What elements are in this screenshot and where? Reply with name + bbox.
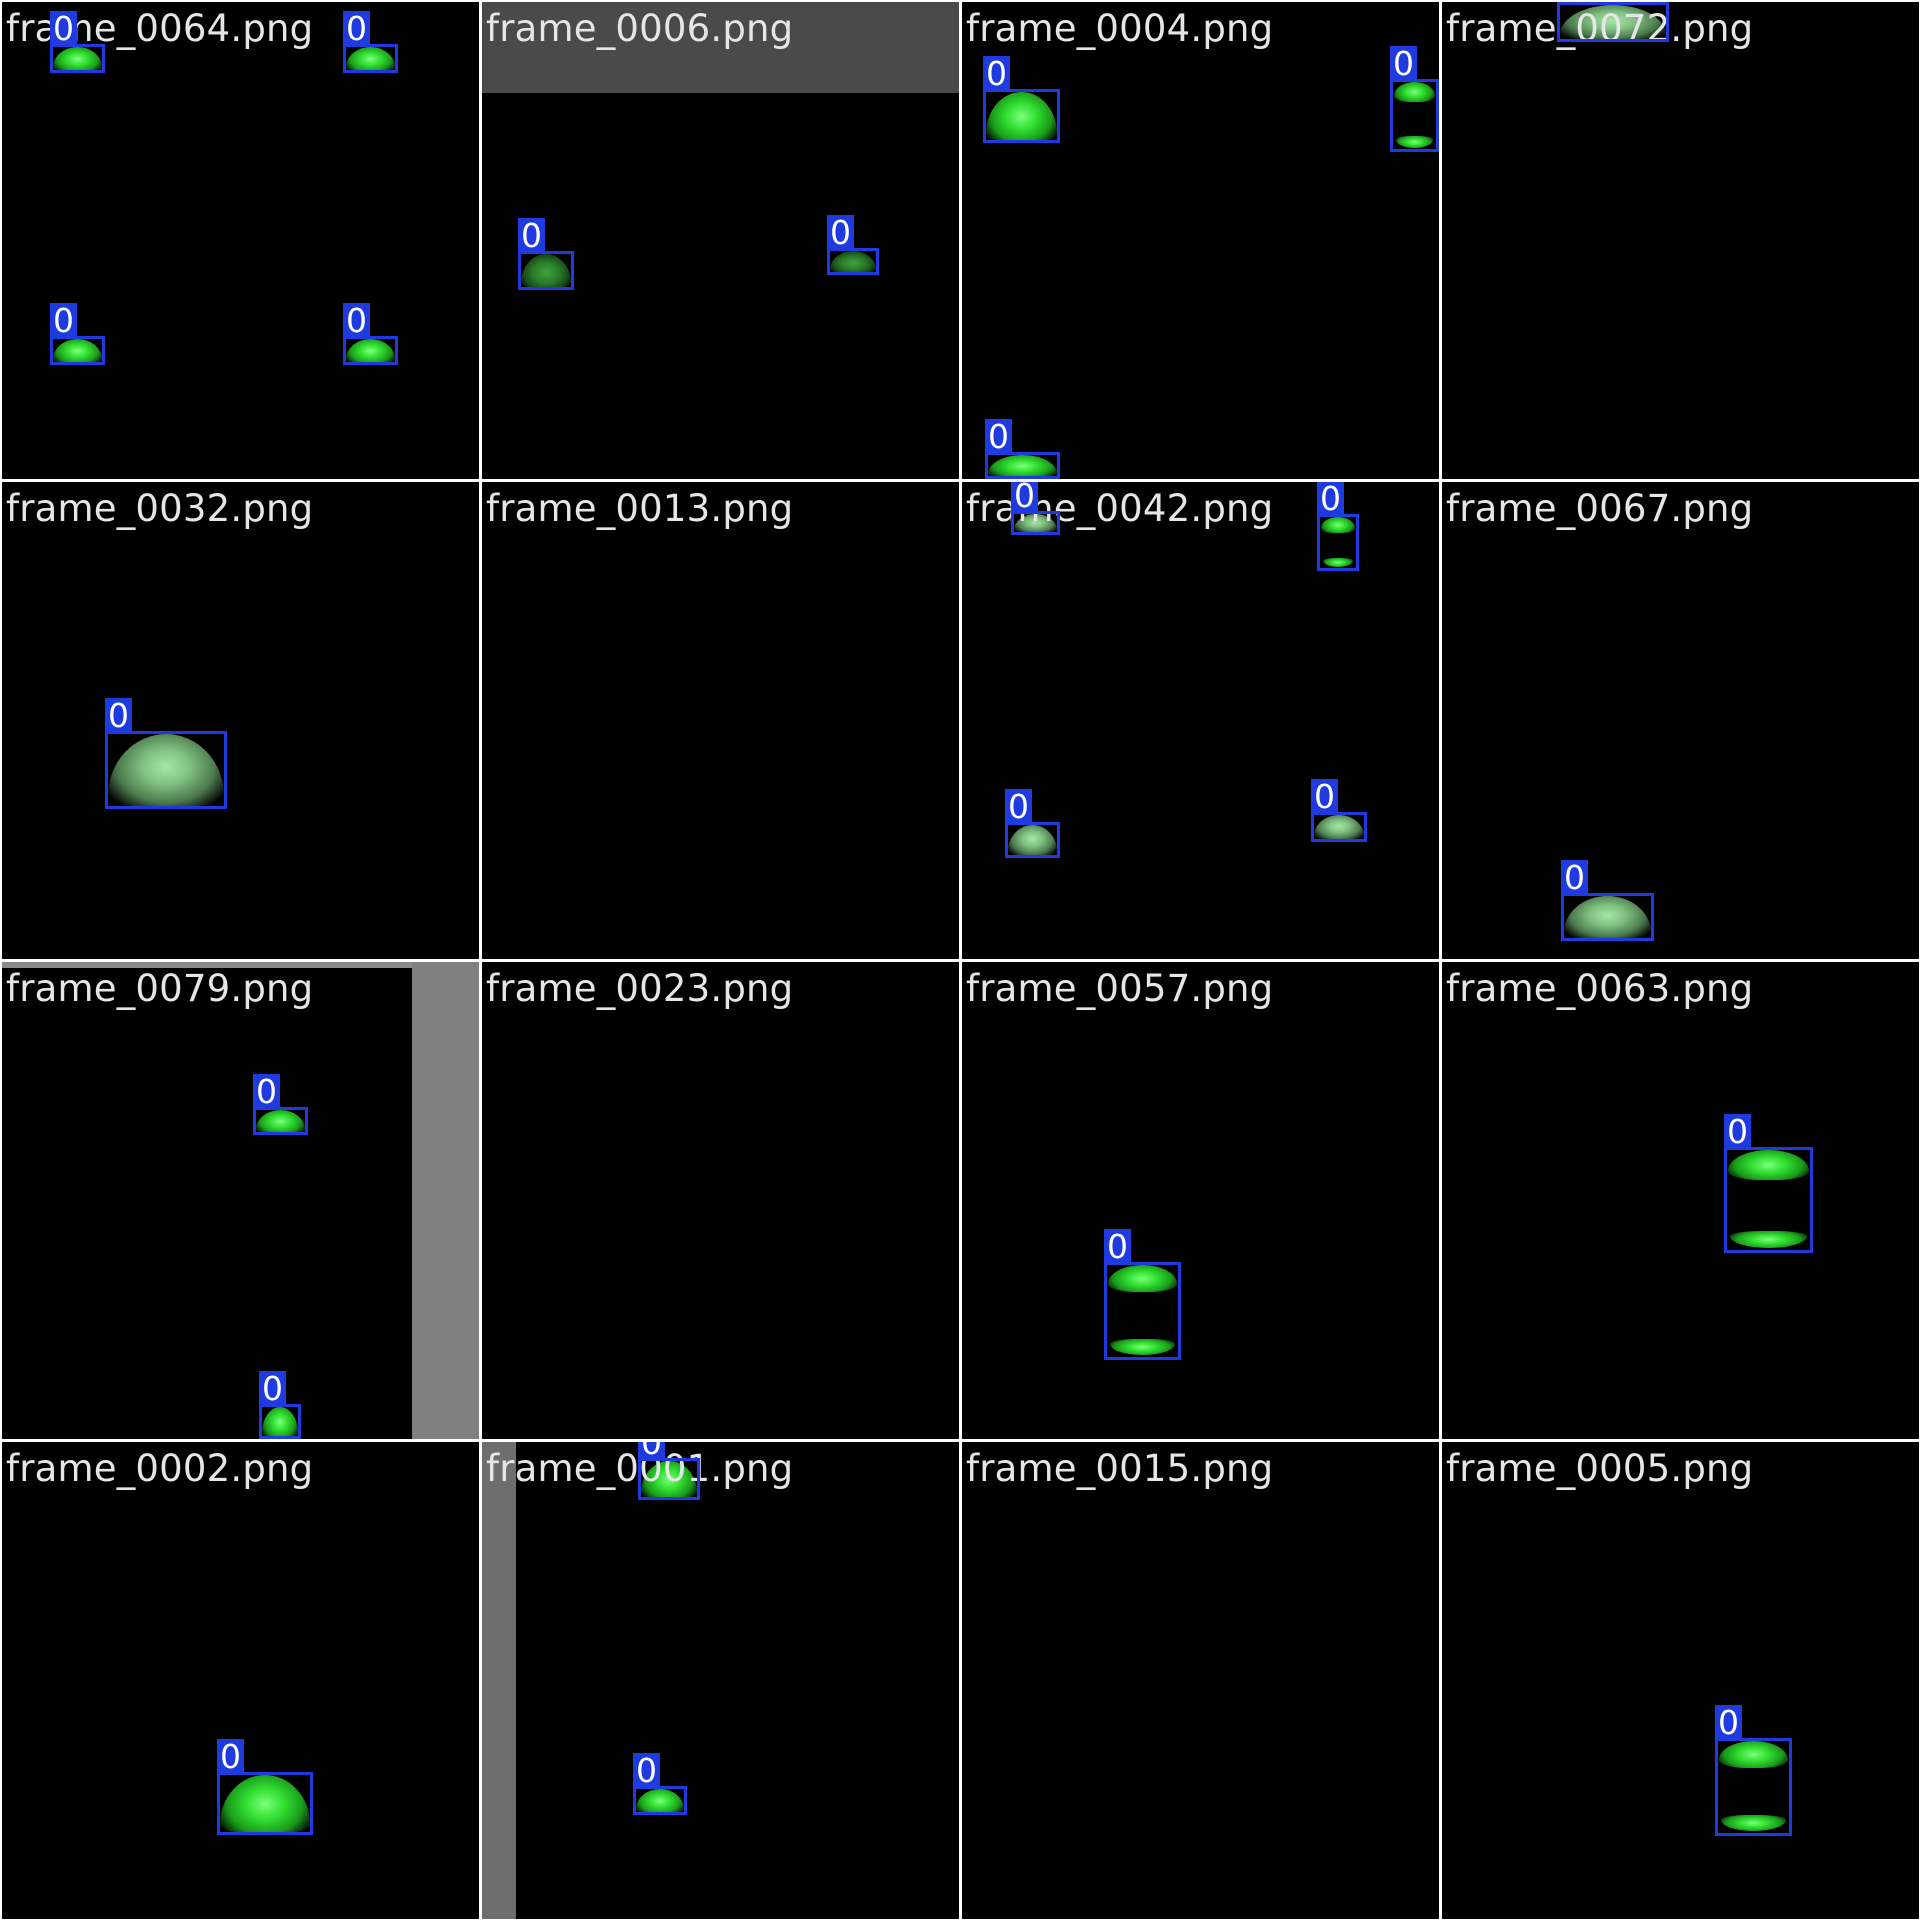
bounding-box: 0	[1317, 482, 1359, 571]
class-label: 0	[105, 698, 132, 734]
image-tile: frame_0004.png 0 0 0	[962, 2, 1439, 479]
tile-title: frame_0004.png	[966, 7, 1274, 50]
class-label: 0	[1390, 46, 1417, 82]
frame-region	[412, 962, 479, 1439]
object-blob	[1108, 1265, 1177, 1292]
bounding-box: 0	[1011, 482, 1060, 535]
class-label: 0	[50, 11, 77, 47]
bounding-box: 0	[1311, 779, 1367, 842]
object-blob	[988, 455, 1057, 477]
bounding-box: 0	[1557, 2, 1669, 42]
image-tile: frame_0015.png	[962, 1442, 1439, 1919]
class-label: 0	[1104, 1229, 1131, 1265]
bounding-box: 0	[633, 1753, 687, 1815]
bounding-box: 0	[985, 419, 1060, 479]
object-blob	[1728, 1150, 1809, 1180]
class-label: 0	[1011, 482, 1038, 514]
object-blob	[1321, 517, 1355, 533]
bounding-box: 0	[343, 11, 398, 73]
object-blob	[1719, 1741, 1788, 1768]
tile-title: frame_0013.png	[486, 487, 794, 530]
object-blob	[1014, 514, 1057, 533]
tile-title: frame_0067.png	[1446, 487, 1754, 530]
bounding-box: 0	[50, 11, 105, 73]
tile-title: frame_0072.png	[1446, 7, 1754, 50]
image-tile: frame_0023.png	[482, 962, 959, 1439]
image-tile: frame_0072.png 0	[1442, 2, 1919, 479]
object-blob	[1721, 1815, 1786, 1831]
image-tile: frame_0002.png 0	[2, 1442, 479, 1919]
tile-title: frame_0079.png	[6, 967, 314, 1010]
bounding-box: 0	[1390, 46, 1439, 152]
class-label: 0	[518, 218, 545, 254]
bounding-box: 0	[983, 56, 1060, 143]
class-label: 0	[50, 303, 77, 339]
image-tile: frame_0042.png 0 0 0 0	[962, 482, 1439, 959]
class-label: 0	[1557, 2, 1584, 5]
tile-title: frame_0002.png	[6, 1447, 314, 1490]
bounding-box: 0	[50, 303, 105, 365]
image-tile: frame_0006.png 0 0	[482, 2, 959, 479]
object-blob	[1396, 136, 1433, 148]
image-tile: frame_0005.png 0	[1442, 1442, 1919, 1919]
class-label: 0	[638, 1442, 665, 1461]
class-label: 0	[1311, 779, 1338, 815]
bounding-box: 0	[1724, 1114, 1813, 1253]
object-blob	[1394, 82, 1435, 102]
bounding-box: 0	[1715, 1705, 1792, 1836]
image-tile: frame_0067.png 0	[1442, 482, 1919, 959]
bounding-box: 0	[217, 1739, 313, 1835]
class-label: 0	[1005, 789, 1032, 825]
class-label: 0	[217, 1739, 244, 1775]
bounding-box: 0	[1104, 1229, 1181, 1360]
frame-region	[482, 2, 959, 93]
tile-title: frame_0057.png	[966, 967, 1274, 1010]
image-tile: frame_0032.png 0	[2, 482, 479, 959]
object-blob	[1323, 558, 1353, 567]
class-label: 0	[633, 1753, 660, 1789]
class-label: 0	[1724, 1114, 1751, 1150]
image-tile: frame_0057.png 0	[962, 962, 1439, 1439]
image-tile: frame_0079.png 0 0	[2, 962, 479, 1439]
bounding-box: 0	[343, 303, 398, 365]
image-tile: frame_0064.png 0 0 0 0	[2, 2, 479, 479]
frame-region	[482, 1442, 516, 1919]
class-label: 0	[983, 56, 1010, 92]
tile-title: frame_0032.png	[6, 487, 314, 530]
bounding-box: 0	[1005, 789, 1060, 858]
bounding-box: 0	[1561, 860, 1654, 941]
tile-title: frame_0023.png	[486, 967, 794, 1010]
bounding-box: 0	[253, 1074, 308, 1135]
object-blob	[1730, 1231, 1807, 1248]
bounding-box: 0	[827, 215, 879, 275]
class-label: 0	[1561, 860, 1588, 896]
tile-title: frame_0063.png	[1446, 967, 1754, 1010]
class-label: 0	[253, 1074, 280, 1110]
object-blob	[256, 1110, 305, 1133]
class-label: 0	[343, 11, 370, 47]
bounding-box: 0	[518, 218, 574, 290]
tile-title: frame_0005.png	[1446, 1447, 1754, 1490]
image-tile: frame_0001.png 0 0	[482, 1442, 959, 1919]
bounding-box: 0	[105, 698, 227, 809]
class-label: 0	[985, 419, 1012, 455]
class-label: 0	[1317, 482, 1344, 517]
bounding-box: 0	[259, 1371, 301, 1439]
object-blob	[1110, 1339, 1175, 1355]
image-tile: frame_0013.png	[482, 482, 959, 959]
bounding-box: 0	[638, 1442, 700, 1500]
image-tile: frame_0063.png 0	[1442, 962, 1919, 1439]
tile-title: frame_0006.png	[486, 7, 794, 50]
object-blob	[830, 251, 876, 273]
tile-title: frame_0015.png	[966, 1447, 1274, 1490]
frame-region	[2, 962, 412, 968]
class-label: 0	[1715, 1705, 1742, 1741]
class-label: 0	[343, 303, 370, 339]
class-label: 0	[827, 215, 854, 251]
class-label: 0	[259, 1371, 286, 1407]
